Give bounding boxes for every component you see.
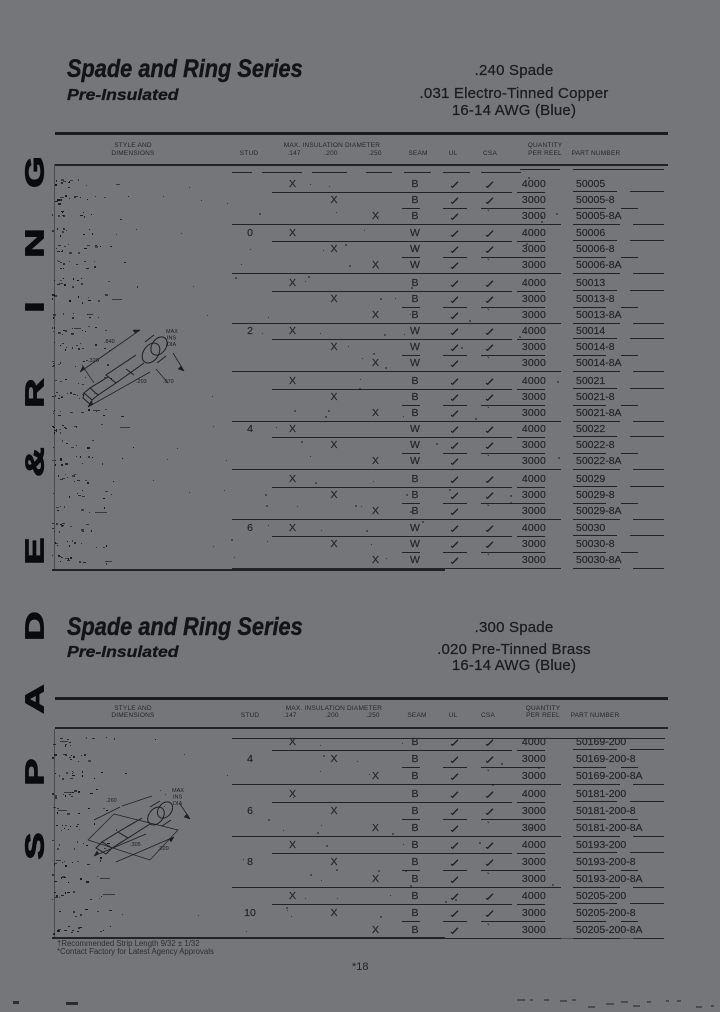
svg-text:.840: .840 [104, 339, 115, 345]
svg-text:MAX: MAX [172, 788, 184, 794]
svg-text:.020: .020 [158, 846, 169, 852]
svg-text:DIA: DIA [173, 801, 183, 807]
svg-text:INS: INS [167, 336, 177, 342]
svg-text:MAX: MAX [166, 329, 178, 335]
svg-text:.320: .320 [88, 358, 99, 364]
svg-text:.070: .070 [163, 379, 174, 385]
svg-text:.203: .203 [136, 379, 147, 385]
svg-text:INS: INS [173, 795, 183, 801]
svg-text:.305: .305 [130, 842, 141, 848]
svg-text:.260: .260 [106, 798, 117, 804]
svg-text:DIA: DIA [167, 342, 177, 348]
